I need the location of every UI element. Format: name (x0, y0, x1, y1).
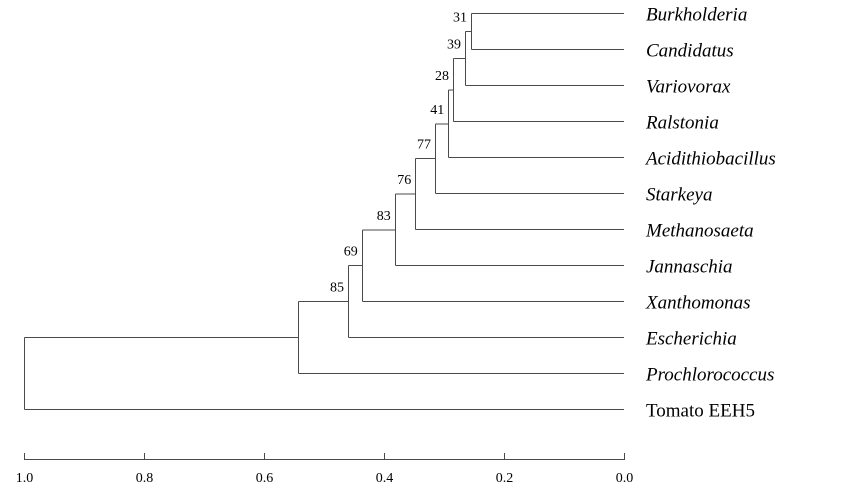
bootstrap-value-n6: 76 (397, 173, 411, 188)
bootstrap-values: 31 39 28 41 77 76 83 69 85 (330, 11, 467, 296)
leaf-label-1: Candidatus (646, 41, 734, 62)
similarity-axis: 1.0 0.8 0.6 0.4 0.2 0.0 (16, 453, 634, 486)
leaf-label-9: Escherichia (645, 329, 737, 350)
leaf-label-8: Xanthomonas (645, 293, 751, 314)
leaf-label-3: Ralstonia (645, 113, 719, 134)
axis-ticks: 1.0 0.8 0.6 0.4 0.2 0.0 (16, 453, 634, 486)
axis-tick-label-1: 0.8 (136, 471, 154, 486)
leaf-labels: Burkholderia Candidatus Variovorax Ralstoni… (644, 5, 776, 422)
leaf-label-5: Starkeya (646, 185, 712, 206)
leaf-label-4: Acidithiobacillus (644, 149, 776, 170)
bootstrap-value-n5: 77 (417, 138, 431, 153)
leaf-label-7: Jannaschia (646, 257, 733, 278)
axis-tick-label-5: 0.0 (616, 471, 634, 486)
bootstrap-value-n4: 41 (430, 103, 444, 118)
bootstrap-value-n7: 83 (377, 209, 391, 224)
bootstrap-value-n3: 28 (435, 69, 449, 84)
axis-tick-label-2: 0.6 (256, 471, 274, 486)
leaf-label-10: Prochlorococcus (645, 365, 774, 386)
leaf-label-2: Variovorax (646, 77, 731, 98)
leaf-label-6: Methanosaeta (645, 221, 754, 242)
axis-tick-label-4: 0.2 (496, 471, 514, 486)
bootstrap-value-n2: 39 (447, 38, 461, 53)
bootstrap-value-n9: 85 (330, 281, 344, 296)
bootstrap-value-n1: 31 (453, 11, 467, 26)
leaf-label-0: Burkholderia (646, 5, 747, 26)
leaf-label-11: Tomato EEH5 (646, 401, 755, 422)
axis-tick-label-0: 1.0 (16, 471, 34, 486)
tree-branches (24, 13, 624, 410)
axis-tick-label-3: 0.4 (376, 471, 394, 486)
bootstrap-value-n8: 69 (344, 245, 358, 260)
